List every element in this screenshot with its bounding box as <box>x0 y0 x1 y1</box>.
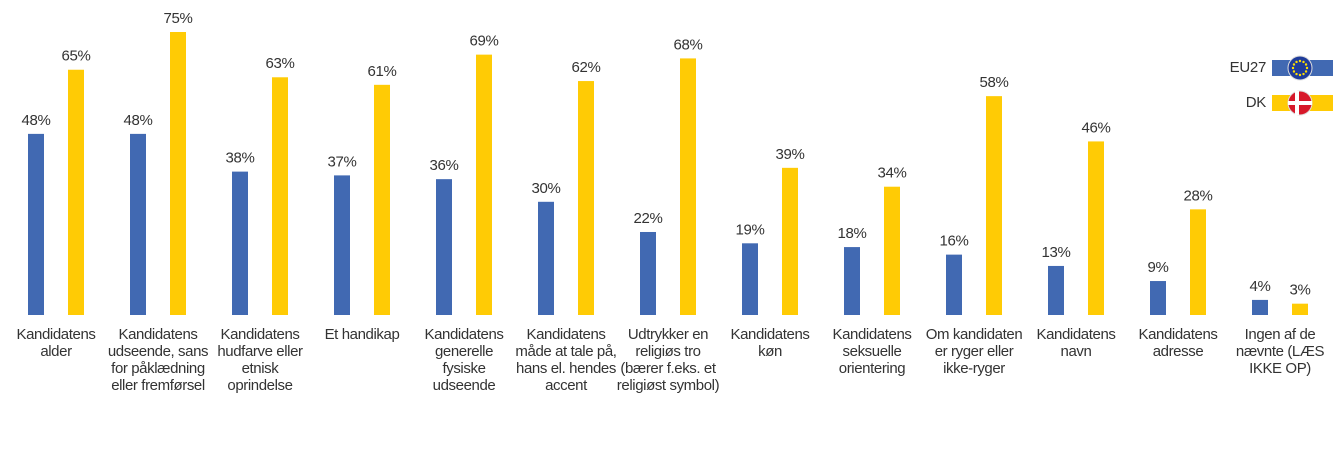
legend-label: EU27 <box>1230 59 1266 76</box>
data-label: 9% <box>1147 259 1168 276</box>
bar <box>1292 303 1308 315</box>
bar <box>640 231 656 315</box>
bar <box>130 133 146 315</box>
bar <box>782 167 798 315</box>
data-label: 38% <box>225 150 254 167</box>
data-label: 3% <box>1289 282 1310 299</box>
data-label: 63% <box>265 55 294 72</box>
data-label: 22% <box>633 210 662 227</box>
dk-cross-h <box>1288 101 1312 105</box>
data-label: 48% <box>21 112 50 129</box>
eu-star <box>1292 70 1296 73</box>
x-tick-label: Om kandidaten er ryger eller ikke-ryger <box>925 326 1023 377</box>
eu-star <box>1295 60 1298 64</box>
data-label: 39% <box>775 146 804 163</box>
x-tick-label: Kandidatens seksuelle orientering <box>832 326 912 377</box>
data-label: 28% <box>1183 187 1212 204</box>
bar <box>742 243 758 315</box>
data-label: 48% <box>123 112 152 129</box>
bar <box>1252 299 1268 315</box>
data-label: 65% <box>61 48 90 65</box>
bar <box>680 58 696 316</box>
x-tick-label: Kandidatens køn <box>730 326 810 360</box>
bar <box>170 32 186 315</box>
data-label: 46% <box>1081 119 1110 136</box>
eu-star <box>1304 70 1308 73</box>
data-label: 18% <box>837 225 866 242</box>
bar <box>476 54 492 315</box>
bar <box>1048 265 1064 315</box>
bar <box>232 171 248 315</box>
bar <box>272 77 288 315</box>
x-tick-label: Et handikap <box>324 326 400 343</box>
eu-star <box>1305 66 1309 70</box>
data-label: 69% <box>469 33 498 50</box>
bar <box>946 254 962 315</box>
eu-star <box>1295 72 1298 76</box>
x-tick-label: Kandidatens måde at tale på, hans el. he… <box>515 326 617 394</box>
data-label: 4% <box>1249 278 1270 295</box>
x-tick-label: Udtrykker en religiøs tro (bærer f.eks. … <box>616 326 720 394</box>
data-label: 61% <box>367 63 396 80</box>
x-tick-label: Kandidatens hudfarve eller etnisk oprind… <box>217 326 303 394</box>
bar <box>28 133 44 315</box>
bar <box>436 179 452 315</box>
bar <box>374 84 390 316</box>
eu-star <box>1292 63 1296 66</box>
bar <box>1190 209 1206 315</box>
data-label: 16% <box>939 233 968 250</box>
x-tick-label: Kandidatens navn <box>1036 326 1116 360</box>
data-label: 75% <box>163 10 192 27</box>
data-label: 34% <box>877 165 906 182</box>
bar <box>1088 141 1104 315</box>
eu-star <box>1302 60 1305 64</box>
bar <box>578 81 594 315</box>
data-label: 36% <box>429 157 458 174</box>
eu-star <box>1302 72 1305 76</box>
x-tick-label: Kandidatens alder <box>16 326 96 360</box>
eu-star <box>1298 59 1302 63</box>
eu-flag <box>1287 55 1313 81</box>
data-label: 62% <box>571 59 600 76</box>
data-label: 13% <box>1041 244 1070 261</box>
eu-star <box>1298 73 1302 77</box>
x-tick-label: Kandidatens adresse <box>1138 326 1218 360</box>
data-label: 37% <box>327 153 356 170</box>
x-tick-label: Kandidatens udseende, sans for påklædnin… <box>107 326 209 394</box>
bar <box>538 201 554 315</box>
bar <box>884 186 900 315</box>
eu-star <box>1291 66 1295 70</box>
eu-star <box>1304 63 1308 66</box>
bar <box>68 69 84 315</box>
legend-label: DK <box>1246 94 1267 111</box>
data-label: 58% <box>979 74 1008 91</box>
x-tick-label: Kandidatens generelle fysiske udseende <box>424 326 504 394</box>
bar <box>844 247 860 315</box>
bar <box>986 96 1002 315</box>
data-label: 19% <box>735 221 764 238</box>
data-label: 68% <box>673 36 702 53</box>
bar <box>1150 281 1166 315</box>
bar <box>334 175 350 315</box>
x-tick-label: Ingen af de nævnte (LÆS IKKE OP) <box>1235 326 1325 377</box>
data-label: 30% <box>531 180 560 197</box>
